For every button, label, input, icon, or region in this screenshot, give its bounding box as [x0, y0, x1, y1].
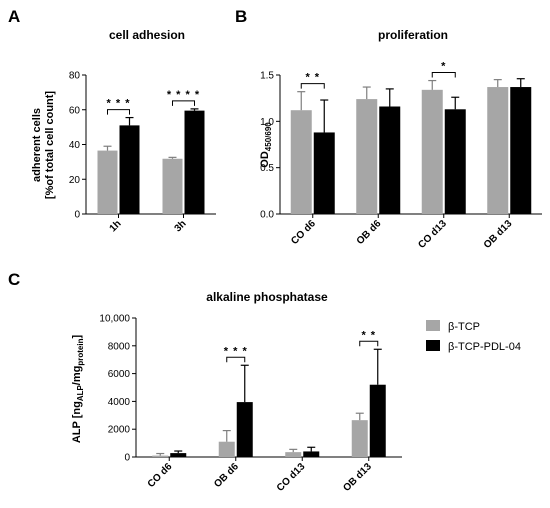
significance-label: * * [361, 329, 376, 341]
bar-pdl-0 [313, 132, 335, 214]
bar-tcp-1 [356, 99, 378, 214]
y-tick-label: 6000 [108, 369, 131, 380]
y-axis-label-c-sub1: ALP [76, 385, 85, 402]
legend-swatch-tcp [426, 320, 440, 331]
x-tick-label: OB d6 [355, 218, 384, 247]
y-axis-label-c-mid: /mg [71, 366, 83, 386]
bar-tcp-0 [152, 455, 169, 457]
panel-c: 0 2000 4000 6000 8000 10,000 CO d6 OB d6 CO d13 O… [99, 314, 402, 494]
y-axis-label-c-main: ALP [ng [71, 401, 83, 443]
bar-pdl-0 [170, 453, 187, 457]
y-tick-label: 2000 [108, 425, 131, 436]
x-tick-label: OB d13 [482, 218, 515, 251]
significance-bracket [107, 109, 130, 115]
bar-pdl-2 [444, 109, 466, 214]
chart-title-c: alkaline phosphatase [206, 290, 328, 304]
legend-label-tcp: β-TCP [448, 321, 480, 333]
bar-tcp-3 [351, 420, 368, 457]
bar-tcp-3 [487, 87, 509, 214]
y-axis-label-a-line1: adherent cells [31, 108, 43, 182]
y-axis-label-c: ALP [ngALP/mgprotein] [71, 335, 85, 444]
bar-tcp-2 [285, 452, 302, 457]
bar-pdl-3 [369, 384, 386, 457]
panel-label-a: A [8, 7, 20, 26]
x-tick-label: CO d6 [146, 461, 175, 490]
legend: β-TCP β-TCP-PDL-04 [426, 320, 521, 353]
x-tick-label: 3h [173, 218, 189, 234]
y-tick-label: 4000 [108, 397, 131, 408]
bar-tcp-0 [97, 150, 118, 214]
y-tick-label: 10,000 [99, 314, 130, 325]
bar-tcp-1 [162, 158, 183, 214]
y-axis-label-b-main: OD [259, 151, 271, 168]
legend-swatch-pdl [426, 340, 440, 351]
panel-a: 0 20 40 60 80 1h 3h * * * * * * * [69, 71, 216, 234]
bar-pdl-1 [379, 106, 401, 214]
y-tick-label: 60 [69, 105, 81, 116]
y-tick-label: 80 [69, 71, 81, 82]
bar-pdl-2 [303, 451, 320, 457]
plots: 0 20 40 60 80 1h 3h * * * * * * * 0.0 0.5 1.0 1.5 CO … [69, 61, 542, 494]
significance-bracket [431, 72, 456, 78]
bar-tcp-0 [290, 110, 312, 214]
y-tick-label: 1.0 [260, 117, 274, 128]
bar-tcp-1 [218, 441, 235, 457]
significance-label: * * * [224, 345, 248, 357]
significance-label: * * * [107, 98, 131, 110]
y-axis-label-b-sub: 450/690 [264, 122, 273, 151]
significance-label: * * [305, 72, 320, 84]
y-tick-label: 0.0 [260, 210, 274, 221]
x-tick-label: OB d13 [341, 461, 374, 494]
panel-label-b: B [235, 7, 247, 26]
y-axis-label-c-sub2: protein [76, 338, 85, 365]
significance-bracket [226, 356, 246, 363]
x-tick-label: CO d6 [289, 218, 318, 247]
bar-pdl-1 [184, 110, 205, 214]
x-tick-label: OB d6 [212, 461, 241, 490]
y-tick-label: 40 [69, 140, 81, 151]
significance-label: * * * * [167, 89, 200, 101]
y-axis-label-b: OD450/690 [259, 122, 273, 168]
x-tick-label: CO d13 [416, 218, 449, 251]
y-axis-label-a-line2: [%of total cell count] [44, 91, 56, 200]
significance-label: * [441, 61, 446, 73]
significance-bracket [300, 83, 325, 89]
y-tick-label: 0 [124, 453, 130, 464]
x-tick-label: 1h [108, 218, 124, 234]
significance-bracket [359, 340, 379, 347]
y-tick-label: 8000 [108, 341, 131, 352]
bar-pdl-1 [236, 402, 253, 457]
legend-label-pdl: β-TCP-PDL-04 [448, 341, 521, 353]
y-tick-label: 0.5 [260, 163, 274, 174]
bar-pdl-3 [510, 87, 532, 214]
bar-tcp-2 [421, 89, 443, 214]
y-axis-label-c-end: ] [71, 335, 83, 339]
chart-title-b: proliferation [378, 28, 448, 42]
panel-label-c: C [8, 270, 20, 289]
y-tick-label: 0 [74, 210, 80, 221]
chart-title-a: cell adhesion [109, 28, 185, 42]
x-tick-label: CO d13 [275, 461, 308, 494]
panel-b: 0.0 0.5 1.0 1.5 CO d6 OB d6 CO d13 OB d13 * * * [260, 61, 542, 251]
bar-pdl-0 [119, 125, 140, 214]
y-tick-label: 20 [69, 175, 81, 186]
significance-bracket [172, 100, 195, 106]
y-tick-label: 1.5 [260, 71, 274, 82]
